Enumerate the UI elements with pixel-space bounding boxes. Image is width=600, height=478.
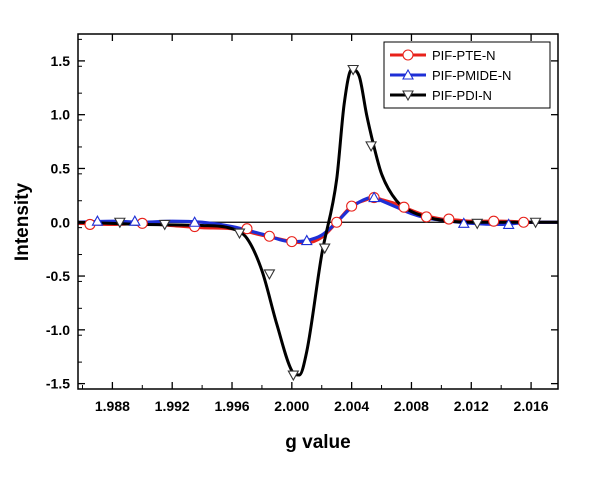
series-point-pif-pmide-n — [368, 191, 381, 203]
legend-label-pif-pmide-n: PIF-PMIDE-N — [432, 68, 511, 83]
series-point-pif-pmide-n — [188, 216, 201, 227]
plot-frame — [77, 33, 559, 390]
x-tick-label: 1.988 — [95, 398, 130, 414]
series-point-pif-pdi-n — [233, 228, 246, 240]
x-axis-title: g value — [285, 432, 350, 453]
series-point-pif-pte-n — [286, 236, 298, 248]
y-tick-label: -1.5 — [46, 376, 70, 392]
y-tick-label: 1.0 — [51, 107, 71, 123]
series-point-pif-pte-n — [398, 201, 410, 213]
series-point-pif-pte-n — [346, 200, 358, 212]
series-point-pif-pmide-n — [91, 215, 104, 226]
legend-marker-pif-pmide-n — [402, 68, 414, 80]
x-tick-label: 2.004 — [334, 398, 369, 414]
series-point-pif-pte-n — [263, 230, 275, 242]
x-tick-label: 2.008 — [394, 398, 429, 414]
x-tick-label: 1.996 — [214, 398, 249, 414]
y-axis-title: Intensity — [12, 183, 33, 262]
series-point-pif-pdi-n — [529, 217, 542, 229]
y-tick-label: 0.5 — [51, 160, 71, 176]
series-point-pif-pdi-n — [471, 218, 484, 230]
series-point-pif-pte-n — [518, 216, 530, 228]
legend-marker-pif-pdi-n — [402, 90, 414, 102]
legend-label-pif-pte-n: PIF-PTE-N — [432, 48, 496, 63]
series-point-pif-pdi-n — [365, 141, 378, 153]
y-tick-label: 1.5 — [51, 53, 71, 69]
series-point-pif-pdi-n — [113, 217, 126, 229]
series-point-pif-pte-n — [331, 216, 343, 228]
y-tick-label: 0.0 — [51, 214, 71, 230]
series-point-pif-pmide-n — [128, 215, 141, 226]
x-tick-label: 2.012 — [454, 398, 489, 414]
series-point-pif-pdi-n — [347, 64, 360, 76]
y-tick-label: -1.0 — [46, 322, 70, 338]
series-point-pif-pte-n — [420, 211, 432, 223]
x-tick-label: 2.016 — [514, 398, 549, 414]
series-point-pif-pte-n — [443, 213, 455, 225]
series-point-pif-pmide-n — [502, 218, 515, 229]
x-tick-label: 1.992 — [155, 398, 190, 414]
series-line-pif-pdi-n — [78, 68, 558, 377]
series-point-pif-pte-n — [488, 215, 500, 227]
series-point-pif-pdi-n — [158, 219, 171, 231]
legend-marker-pif-pte-n — [402, 49, 414, 61]
series-point-pif-pmide-n — [457, 217, 470, 228]
x-tick-label: 2.000 — [274, 398, 309, 414]
series-point-pif-pmide-n — [300, 234, 313, 246]
legend-label-pif-pdi-n: PIF-PDI-N — [432, 88, 492, 103]
series-point-pif-pdi-n — [263, 269, 276, 281]
series-point-pif-pdi-n — [318, 243, 331, 255]
series-point-pif-pdi-n — [287, 370, 300, 382]
y-tick-label: -0.5 — [46, 268, 70, 284]
